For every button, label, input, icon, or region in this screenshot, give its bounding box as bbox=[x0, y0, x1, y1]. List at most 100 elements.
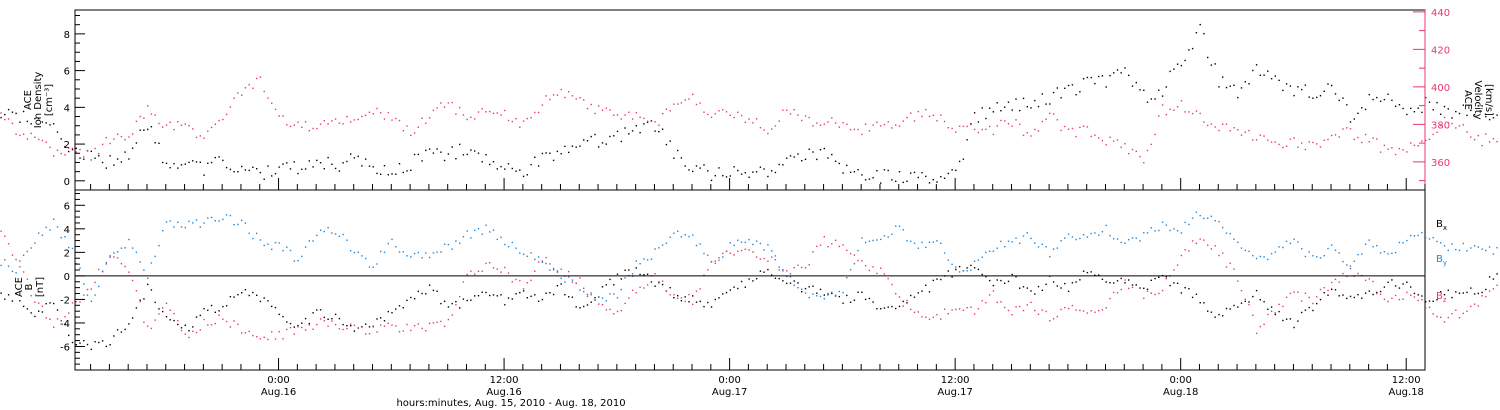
data-point bbox=[1056, 247, 1058, 249]
data-point bbox=[906, 240, 908, 242]
data-point bbox=[244, 169, 247, 171]
data-point bbox=[432, 322, 435, 324]
data-point bbox=[827, 246, 829, 248]
data-point bbox=[1094, 274, 1096, 276]
data-point bbox=[184, 163, 186, 165]
data-point bbox=[989, 279, 991, 282]
data-point bbox=[1304, 84, 1307, 86]
data-point bbox=[248, 330, 250, 333]
data-point bbox=[86, 149, 89, 152]
data-point bbox=[1421, 140, 1423, 142]
data-point bbox=[1421, 298, 1423, 301]
data-point bbox=[692, 303, 694, 305]
data-point bbox=[49, 302, 51, 304]
data-point bbox=[331, 232, 333, 234]
data-point bbox=[372, 113, 374, 115]
data-point bbox=[1458, 317, 1461, 319]
data-point bbox=[447, 153, 450, 155]
data-point bbox=[707, 170, 709, 172]
data-point bbox=[767, 268, 769, 271]
density-label-line-1: ACE bbox=[23, 90, 34, 110]
data-point bbox=[1278, 143, 1280, 146]
data-point bbox=[940, 114, 942, 116]
data-point bbox=[1458, 112, 1461, 115]
data-point bbox=[684, 234, 686, 236]
data-point bbox=[297, 121, 299, 123]
data-point bbox=[177, 320, 179, 322]
data-point bbox=[1131, 85, 1134, 87]
data-point bbox=[380, 112, 382, 114]
data-point bbox=[1259, 74, 1261, 76]
data-point bbox=[1383, 286, 1386, 288]
data-point bbox=[1229, 232, 1231, 235]
data-point bbox=[71, 147, 74, 150]
data-point bbox=[459, 143, 461, 146]
data-point bbox=[286, 328, 288, 331]
data-point bbox=[996, 301, 998, 303]
data-point bbox=[1274, 75, 1276, 77]
data-point bbox=[312, 328, 314, 330]
data-point bbox=[1004, 306, 1006, 309]
data-point bbox=[677, 149, 679, 152]
data-point bbox=[297, 326, 299, 328]
data-point bbox=[710, 306, 713, 308]
data-point bbox=[1334, 289, 1337, 291]
data-point bbox=[1064, 306, 1066, 309]
data-point bbox=[1308, 296, 1310, 299]
data-point bbox=[443, 325, 446, 327]
data-point bbox=[853, 299, 856, 301]
data-point bbox=[789, 155, 792, 157]
data-point bbox=[782, 164, 784, 166]
data-point bbox=[154, 255, 156, 258]
data-point bbox=[834, 294, 837, 296]
data-point bbox=[1357, 272, 1359, 275]
data-point bbox=[782, 109, 784, 111]
data-point bbox=[898, 296, 901, 298]
data-point bbox=[718, 259, 720, 261]
data-point bbox=[1218, 129, 1220, 132]
data-point bbox=[346, 239, 348, 241]
data-point bbox=[868, 130, 871, 132]
data-point bbox=[1120, 277, 1122, 280]
data-point bbox=[113, 256, 115, 258]
series-bx bbox=[0, 264, 1498, 351]
data-point bbox=[402, 130, 404, 132]
data-point bbox=[1158, 229, 1160, 232]
data-point bbox=[1312, 141, 1314, 144]
data-point bbox=[1131, 286, 1134, 289]
data-point bbox=[1135, 237, 1137, 239]
data-point bbox=[519, 126, 521, 128]
data-point bbox=[1481, 291, 1483, 294]
data-point bbox=[643, 287, 645, 289]
data-point bbox=[1079, 279, 1081, 281]
data-point bbox=[838, 295, 840, 298]
data-point bbox=[222, 118, 224, 121]
data-point bbox=[1432, 300, 1434, 302]
data-point bbox=[895, 307, 897, 310]
data-point bbox=[22, 133, 25, 135]
data-point bbox=[120, 262, 123, 265]
data-point bbox=[1428, 138, 1431, 140]
data-point bbox=[522, 288, 525, 290]
data-point bbox=[917, 247, 919, 249]
data-point bbox=[868, 178, 871, 180]
data-point bbox=[116, 158, 119, 160]
data-point bbox=[1443, 116, 1446, 119]
data-point bbox=[1237, 96, 1239, 99]
data-point bbox=[1402, 242, 1404, 244]
data-point bbox=[1447, 122, 1449, 124]
x-tick-date: Aug.17 bbox=[937, 387, 972, 398]
data-point bbox=[891, 127, 893, 129]
data-point bbox=[346, 327, 348, 330]
data-point bbox=[921, 316, 923, 318]
data-point bbox=[552, 293, 555, 296]
data-point bbox=[26, 250, 29, 253]
data-point bbox=[1158, 292, 1160, 295]
data-point bbox=[782, 270, 784, 272]
y-tick-label: 6 bbox=[64, 67, 70, 78]
data-point bbox=[1248, 250, 1250, 252]
x-tick-date: Aug.17 bbox=[712, 387, 747, 398]
data-point bbox=[913, 242, 916, 244]
data-point bbox=[139, 129, 141, 131]
data-point bbox=[195, 136, 198, 139]
